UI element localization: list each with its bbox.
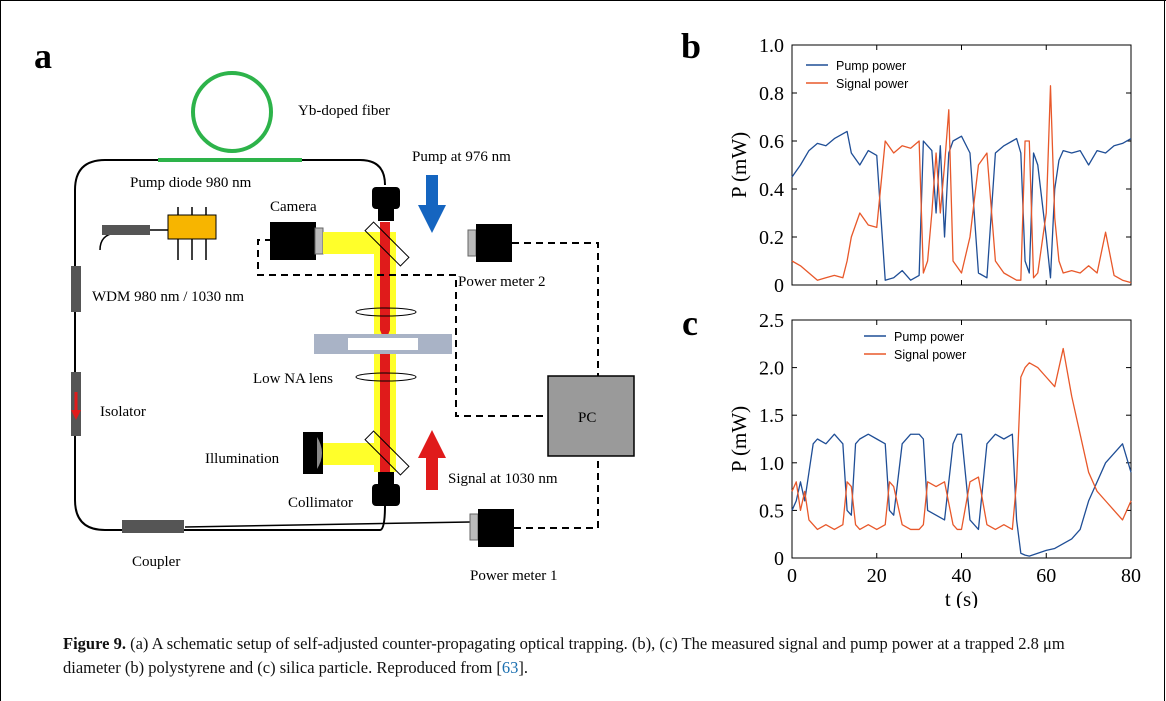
caption-end: ]. <box>518 658 529 677</box>
panel-c-label: c <box>682 303 698 343</box>
frame-top-border <box>0 0 1166 1</box>
power-meter-2 <box>476 224 512 262</box>
yb-fiber-label: Yb-doped fiber <box>298 103 390 119</box>
panel-a-label: a <box>34 36 52 76</box>
x-tick-label: 40 <box>952 565 972 587</box>
x-axis-label: t (s) <box>945 587 978 608</box>
wdm-label: WDM 980 nm / 1030 nm <box>92 289 244 305</box>
signal-arrow <box>418 430 446 458</box>
series-line <box>791 85 1132 284</box>
pm1-cable <box>514 456 599 529</box>
y-axis-label: P (mW) <box>727 406 751 472</box>
upper-lens <box>355 307 417 317</box>
y-tick-label: 0 <box>774 548 784 570</box>
panel-b-c-labels: b c <box>681 26 701 343</box>
legend-label: Signal power <box>894 348 966 362</box>
y-tick-label: 2.5 <box>759 310 784 332</box>
yb-fiber-coil <box>191 71 273 153</box>
pump-diode-box <box>167 214 217 240</box>
pump-diode-label: Pump diode 980 nm <box>130 175 252 191</box>
collimator-label: Collimator <box>288 495 353 511</box>
chart-panel-b: 0 0.2 0.4 0.6 0.8 1.0 P (mW) Pump power Signal p… <box>727 35 1132 297</box>
camera-cable <box>257 239 548 417</box>
series-line <box>791 433 1132 557</box>
bottom-collimator <box>372 484 400 506</box>
legend-label: Pump power <box>894 330 964 344</box>
legend-label: Pump power <box>836 59 906 73</box>
y-tick-label: 1.0 <box>759 35 784 57</box>
isolator-label: Isolator <box>100 404 146 420</box>
lower-beamsplitter <box>364 430 410 476</box>
y-tick-label: 0.6 <box>759 131 784 153</box>
pump-arrow <box>418 205 446 233</box>
y-tick-label: 0.2 <box>759 227 784 249</box>
low-na-lens-label: Low NA lens <box>253 371 333 387</box>
y-axis-label: P (mW) <box>727 132 751 198</box>
power-meter-2-label: Power meter 2 <box>458 274 545 290</box>
top-collimator <box>372 187 400 209</box>
power-meter-1-label: Power meter 1 <box>470 568 557 584</box>
y-tick-label: 2.0 <box>759 358 784 380</box>
pm2-cable <box>512 242 599 376</box>
series-line <box>791 347 1132 531</box>
wdm-coupler-small <box>102 225 150 235</box>
illumination-label: Illumination <box>205 451 280 467</box>
series-line <box>791 130 1132 281</box>
fiber-pump-diode <box>99 232 116 251</box>
coupler-label: Coupler <box>132 554 180 570</box>
y-tick-label: 0.8 <box>759 83 784 105</box>
coupler-component <box>122 520 184 533</box>
y-tick-label: 0.4 <box>759 179 784 201</box>
y-tick-label: 1.0 <box>759 453 784 475</box>
x-tick-label: 20 <box>867 565 887 587</box>
signal-at-label: Signal at 1030 nm <box>448 471 558 487</box>
lower-lens <box>355 372 417 382</box>
y-tick-label: 0.5 <box>759 500 784 522</box>
power-meter-1 <box>478 509 514 547</box>
caption-text: (a) A schematic setup of self-adjusted c… <box>63 634 1065 677</box>
legend-label: Signal power <box>836 77 908 91</box>
panel-b-label: b <box>681 26 701 66</box>
camera-label: Camera <box>270 199 317 215</box>
fiber-to-coupler <box>184 521 471 528</box>
x-tick-label: 0 <box>787 565 797 587</box>
x-tick-label: 80 <box>1121 565 1141 587</box>
fiber-top-right <box>300 159 386 186</box>
wdm-component <box>71 266 81 312</box>
x-tick-label: 60 <box>1036 565 1056 587</box>
pc-box <box>547 375 635 457</box>
y-tick-label: 1.5 <box>759 405 784 427</box>
chart-panel-c: 0 0.5 1.0 1.5 2.0 2.5 0 20 40 60 80 P (mW) t (s) Pump… <box>727 310 1141 608</box>
schematic-panel-a: a Yb-doped fiber Pump diode 980 nm WDM 9… <box>34 36 635 584</box>
caption-reference-link[interactable]: 63 <box>501 658 519 677</box>
y-tick-label: 0 <box>774 275 784 297</box>
upper-beamsplitter <box>364 221 410 267</box>
fiber-loop <box>74 159 386 531</box>
frame-left-border <box>0 0 1 701</box>
pc-label: PC <box>578 410 596 426</box>
frame-right-border <box>1164 0 1165 701</box>
figure-caption: Figure 9. (a) A schematic setup of self-… <box>63 632 1123 680</box>
yellow-beam-bottom <box>323 443 396 465</box>
caption-label: Figure 9. <box>63 634 126 653</box>
pump-at-label: Pump at 976 nm <box>412 149 511 165</box>
camera-body <box>270 222 316 260</box>
